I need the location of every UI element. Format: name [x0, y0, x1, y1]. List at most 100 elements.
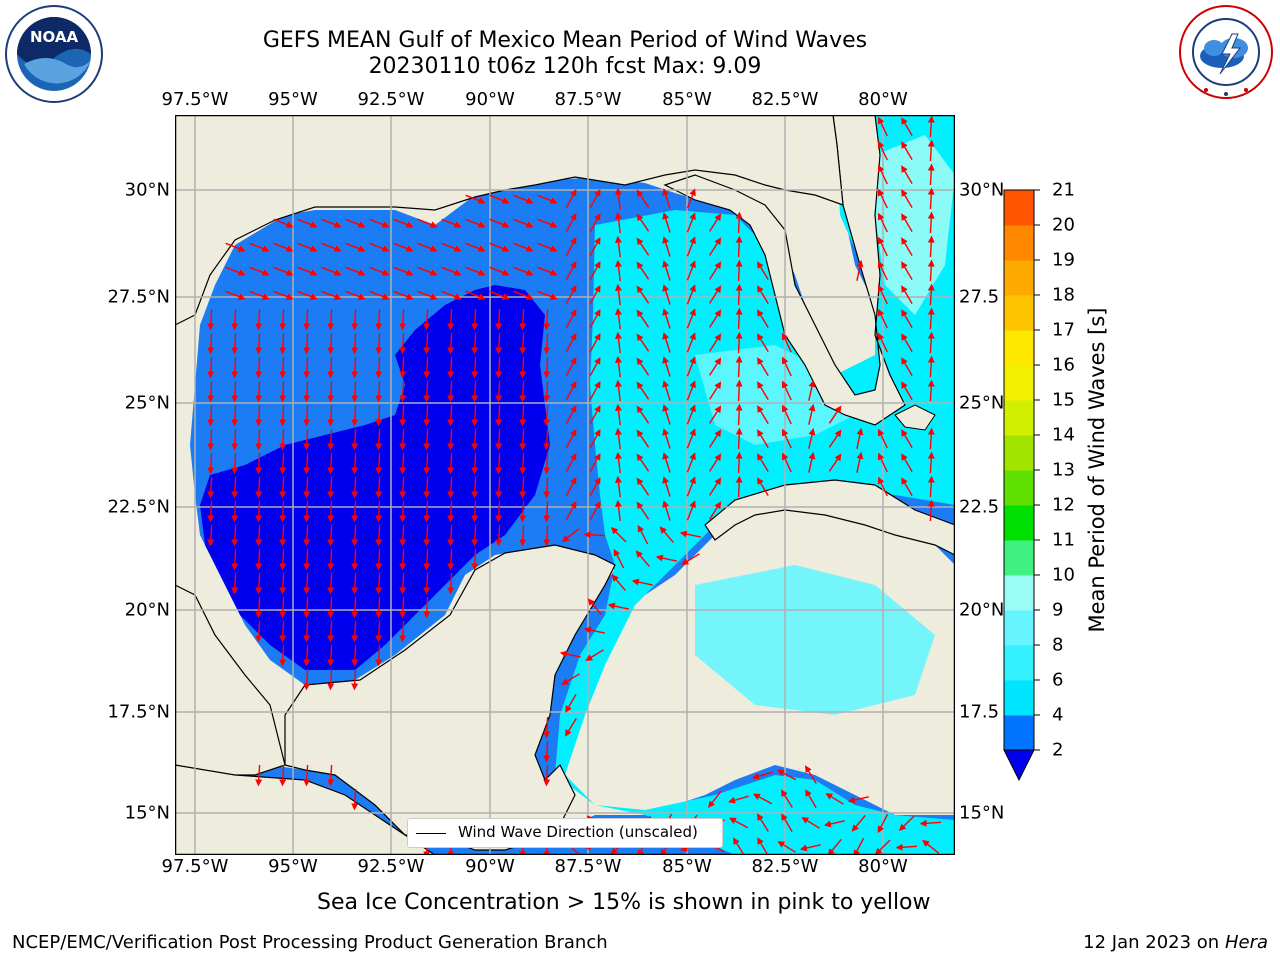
wind-arrow: [662, 308, 671, 329]
wind-arrow: [614, 187, 622, 209]
wind-arrow: [681, 553, 700, 565]
wind-arrow: [636, 501, 650, 520]
wind-arrow: [279, 620, 287, 643]
wind-arrow: [321, 290, 342, 300]
wind-arrow: [423, 596, 431, 619]
wind-arrow: [827, 838, 842, 855]
wind-arrow: [565, 308, 577, 329]
wind-arrow: [895, 843, 918, 851]
wind-arrow: [543, 740, 551, 763]
wind-arrow: [709, 357, 722, 376]
wind-arrow: [927, 379, 935, 402]
colorbar-band: [1004, 505, 1034, 541]
colorbar-tick-label: 17: [1052, 319, 1075, 341]
wind-arrow: [805, 789, 817, 808]
wind-arrow: [801, 817, 820, 829]
wind-arrow: [423, 476, 431, 499]
wind-arrow: [447, 332, 455, 355]
lat-label-right: 20°N: [959, 599, 1005, 621]
wind-arrow: [561, 673, 580, 685]
wind-arrow: [877, 116, 888, 137]
wind-arrow: [255, 428, 263, 451]
wind-arrow: [255, 524, 263, 547]
wind-arrow: [611, 574, 626, 592]
wind-arrow: [543, 404, 551, 427]
wind-arrow: [375, 308, 383, 331]
wind-arrow: [231, 524, 239, 547]
wind-arrow: [519, 404, 527, 427]
wind-arrow: [927, 187, 935, 210]
wind-arrow: [901, 429, 913, 448]
wind-arrow: [513, 266, 534, 276]
wind-arrow: [877, 212, 888, 233]
wind-arrow: [327, 476, 335, 499]
wind-arrow: [927, 355, 935, 378]
wind-arrow: [752, 793, 773, 805]
lat-label-right: 22.5: [959, 496, 1000, 518]
colorbar-band: [1004, 540, 1034, 576]
wind-arrow: [732, 837, 745, 855]
wind-arrow: [399, 428, 407, 451]
colorbar-band: [1004, 295, 1034, 331]
wind-arrow: [231, 500, 239, 523]
wind-arrow: [781, 813, 793, 832]
wind-arrow: [255, 380, 263, 403]
wind-arrow: [614, 451, 622, 473]
wind-arrow: [901, 165, 913, 184]
colorbar-tick-label: 6: [1052, 669, 1064, 691]
colorbar-band: [1004, 610, 1034, 646]
deep-blue-region: [200, 285, 550, 670]
wind-arrow: [735, 259, 743, 282]
wind-arrow: [423, 380, 431, 403]
lon-label-top: 97.5°W: [161, 89, 229, 110]
wind-arrow: [471, 548, 479, 571]
wind-arrow: [927, 163, 935, 186]
wind-arrow: [543, 524, 551, 547]
lat-label-left: 30°N: [124, 179, 170, 201]
wind-arrow: [513, 194, 534, 204]
wind-arrow: [327, 380, 335, 403]
wind-arrow: [565, 452, 577, 473]
wind-arrow: [417, 290, 438, 300]
wind-arrow: [519, 524, 527, 547]
colorbar-tick-label: 19: [1052, 249, 1075, 271]
lat-label-left: 25°N: [124, 392, 170, 414]
wind-arrow: [327, 548, 335, 571]
wind-arrow: [345, 242, 366, 252]
wind-arrow: [519, 356, 527, 379]
wind-arrow: [901, 261, 913, 280]
wind-arrow: [877, 813, 889, 834]
wind-arrow: [614, 307, 622, 329]
wind-arrow: [614, 355, 622, 377]
wind-arrow: [321, 218, 342, 228]
wind-arrow: [583, 531, 606, 539]
wind-arrow: [231, 548, 239, 571]
wind-arrow: [686, 284, 696, 305]
wind-arrow: [565, 500, 577, 521]
lon-label-top: 82.5°W: [751, 89, 819, 110]
wind-arrow: [399, 548, 407, 571]
wind-arrow: [877, 236, 888, 257]
wind-arrow: [709, 429, 722, 448]
wind-arrow: [519, 428, 527, 451]
wind-arrow: [441, 290, 462, 300]
wind-arrow: [662, 500, 671, 521]
wind-arrow: [543, 356, 551, 379]
colorbar-label: Mean Period of Wind Waves [s]: [1085, 307, 1109, 633]
wind-arrow: [543, 428, 551, 451]
legend-line: [416, 833, 446, 834]
wind-arrow: [255, 356, 263, 379]
wind-arrow: [636, 429, 650, 448]
wind-arrow: [901, 453, 913, 472]
wind-arrow: [614, 475, 622, 497]
colorbar-band: [1004, 715, 1034, 751]
wind-arrow: [519, 452, 527, 475]
light-cyan-patch: [875, 135, 955, 315]
colorbar-tick-label: 15: [1052, 389, 1075, 411]
wind-arrow: [614, 235, 622, 257]
wind-arrow: [927, 235, 935, 258]
wind-arrow: [735, 307, 743, 330]
wind-arrow: [589, 404, 601, 425]
wind-arrow: [589, 308, 601, 329]
wind-arrow: [447, 452, 455, 475]
